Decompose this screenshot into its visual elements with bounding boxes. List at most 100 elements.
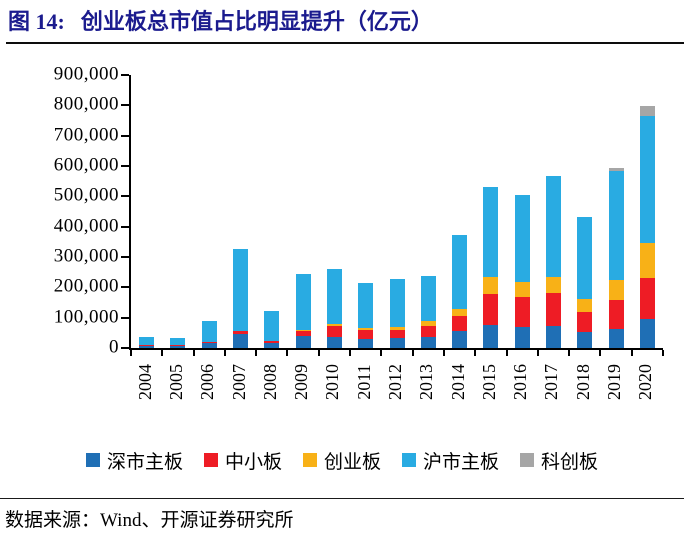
bar-segment-2012-深市主板 — [389, 338, 405, 348]
x-axis-tick — [161, 350, 164, 356]
title-divider — [6, 42, 684, 44]
x-axis-tick-label: 2006 — [197, 364, 218, 400]
bar-segment-2009-沪市主板 — [295, 274, 311, 331]
bar-segment-2019-创业板 — [608, 280, 624, 301]
bar-segment-2018-沪市主板 — [577, 217, 593, 300]
bar-segment-2012-沪市主板 — [389, 278, 405, 327]
legend-swatch — [85, 453, 100, 467]
bar-segment-2005-沪市主板 — [170, 338, 186, 346]
bar-segment-2018-深市主板 — [577, 331, 593, 348]
legend-label: 科创板 — [541, 451, 599, 473]
bar-segment-2008-中小板 — [264, 340, 280, 343]
bar-segment-2009-深市主板 — [295, 336, 311, 348]
y-axis-tick — [121, 347, 129, 349]
x-axis-tick-label: 2014 — [447, 364, 468, 400]
y-axis-tick-label: 700,000 — [53, 124, 119, 146]
legend-label: 深市主板 — [106, 451, 183, 473]
y-axis-tick-label: 200,000 — [53, 275, 119, 297]
legend-item-深市主板: 深市主板 — [85, 447, 183, 474]
legend-item-沪市主板: 沪市主板 — [402, 447, 499, 474]
bar-segment-2008-沪市主板 — [264, 311, 280, 341]
legend-swatch — [520, 453, 535, 467]
bar-segment-2010-深市主板 — [326, 337, 342, 348]
plot-area — [121, 74, 664, 356]
y-axis-tick — [121, 165, 129, 167]
x-axis-tick-label: 2013 — [416, 364, 437, 400]
legend-label: 中小板 — [224, 451, 282, 473]
bar-segment-2016-创业板 — [514, 281, 530, 298]
x-axis-tick — [130, 350, 132, 356]
y-axis-tick — [121, 256, 129, 258]
x-axis-tick — [630, 350, 633, 356]
x-axis-tick — [380, 350, 383, 356]
x-axis-tick — [192, 350, 195, 356]
bar-segment-2011-沪市主板 — [358, 283, 374, 329]
figure-number-label: 图 14: — [8, 9, 65, 34]
x-axis-tick-label: 2012 — [385, 364, 405, 400]
y-axis-tick-label: 900,000 — [53, 63, 119, 85]
x-axis-tick — [223, 350, 226, 356]
bar-segment-2007-中小板 — [233, 330, 249, 335]
bar-segment-2006-中小板 — [201, 342, 217, 344]
legend-swatch — [203, 453, 218, 467]
figure-title: 图 14: 创业板总市值占比明显提升（亿元） — [8, 5, 680, 39]
bar-segment-2014-中小板 — [452, 315, 468, 332]
bar-segment-2013-深市主板 — [420, 337, 436, 348]
x-axis-tick — [662, 350, 664, 356]
bar-segment-2017-沪市主板 — [545, 176, 561, 277]
bar-segment-2017-创业板 — [545, 276, 561, 294]
bar-segment-2009-创业板 — [295, 330, 311, 332]
x-axis-tick-label: 2019 — [604, 364, 625, 400]
bar-segment-2004-沪市主板 — [139, 336, 155, 345]
x-axis-tick-label: 2007 — [228, 364, 249, 400]
bar-segment-2014-深市主板 — [452, 331, 468, 348]
y-axis-tick — [121, 286, 129, 289]
y-axis-tick — [121, 225, 129, 228]
bar-segment-2015-深市主板 — [483, 324, 499, 348]
legend-item-科创板: 科创板 — [520, 447, 598, 474]
data-source: 数据来源：Wind、开源证券研究所 — [5, 510, 294, 531]
bar-segment-2020-沪市主板 — [639, 115, 655, 244]
bar-segment-2006-深市主板 — [201, 343, 217, 348]
bar-segment-2016-深市主板 — [514, 326, 530, 348]
x-axis-tick — [349, 350, 352, 356]
x-axis-tick — [474, 350, 477, 356]
x-axis-tick — [442, 350, 445, 356]
bar-segment-2019-中小板 — [608, 300, 624, 329]
bar-segment-2019-科创板 — [608, 168, 624, 172]
x-axis-tick — [536, 350, 539, 356]
bar-segment-2009-中小板 — [295, 331, 311, 337]
bar-segment-2020-创业板 — [639, 243, 655, 279]
legend-swatch — [402, 453, 416, 467]
x-axis-tick-label: 2018 — [572, 364, 593, 400]
bar-segment-2014-沪市主板 — [452, 234, 468, 309]
bar-segment-2016-中小板 — [514, 297, 530, 327]
x-axis-tick-label: 2015 — [478, 364, 499, 400]
figure-title-text: 创业板总市值占比明显提升（亿元） — [80, 9, 433, 34]
bar-segment-2013-创业板 — [420, 321, 436, 326]
y-axis-tick — [121, 316, 129, 319]
y-axis-tick-label: 100,000 — [53, 306, 119, 328]
x-axis-tick-label: 2004 — [134, 364, 155, 400]
y-axis-tick-label: 300,000 — [53, 245, 119, 267]
x-axis-tick-label: 2009 — [291, 364, 312, 400]
y-axis-tick-label: 600,000 — [53, 154, 119, 176]
bar-segment-2015-沪市主板 — [483, 186, 499, 277]
bar-segment-2013-中小板 — [420, 325, 436, 338]
x-axis-tick — [317, 350, 320, 356]
x-axis-tick-label: 2017 — [541, 364, 562, 400]
x-axis-tick — [286, 350, 289, 356]
x-axis-tick-label: 2005 — [165, 364, 186, 400]
bar-segment-2010-中小板 — [326, 326, 342, 338]
y-axis-tick-label: 400,000 — [53, 215, 119, 237]
y-axis-tick-label: 500,000 — [53, 184, 119, 206]
bar-segment-2020-科创板 — [639, 105, 655, 116]
x-axis-tick-label: 2008 — [259, 364, 280, 400]
bar-segment-2020-中小板 — [639, 278, 655, 320]
y-axis-tick — [121, 134, 129, 137]
bar-segment-2017-深市主板 — [545, 325, 561, 348]
bar-segment-2019-沪市主板 — [608, 171, 624, 281]
legend-label: 沪市主板 — [423, 451, 500, 473]
source-divider — [0, 498, 684, 499]
